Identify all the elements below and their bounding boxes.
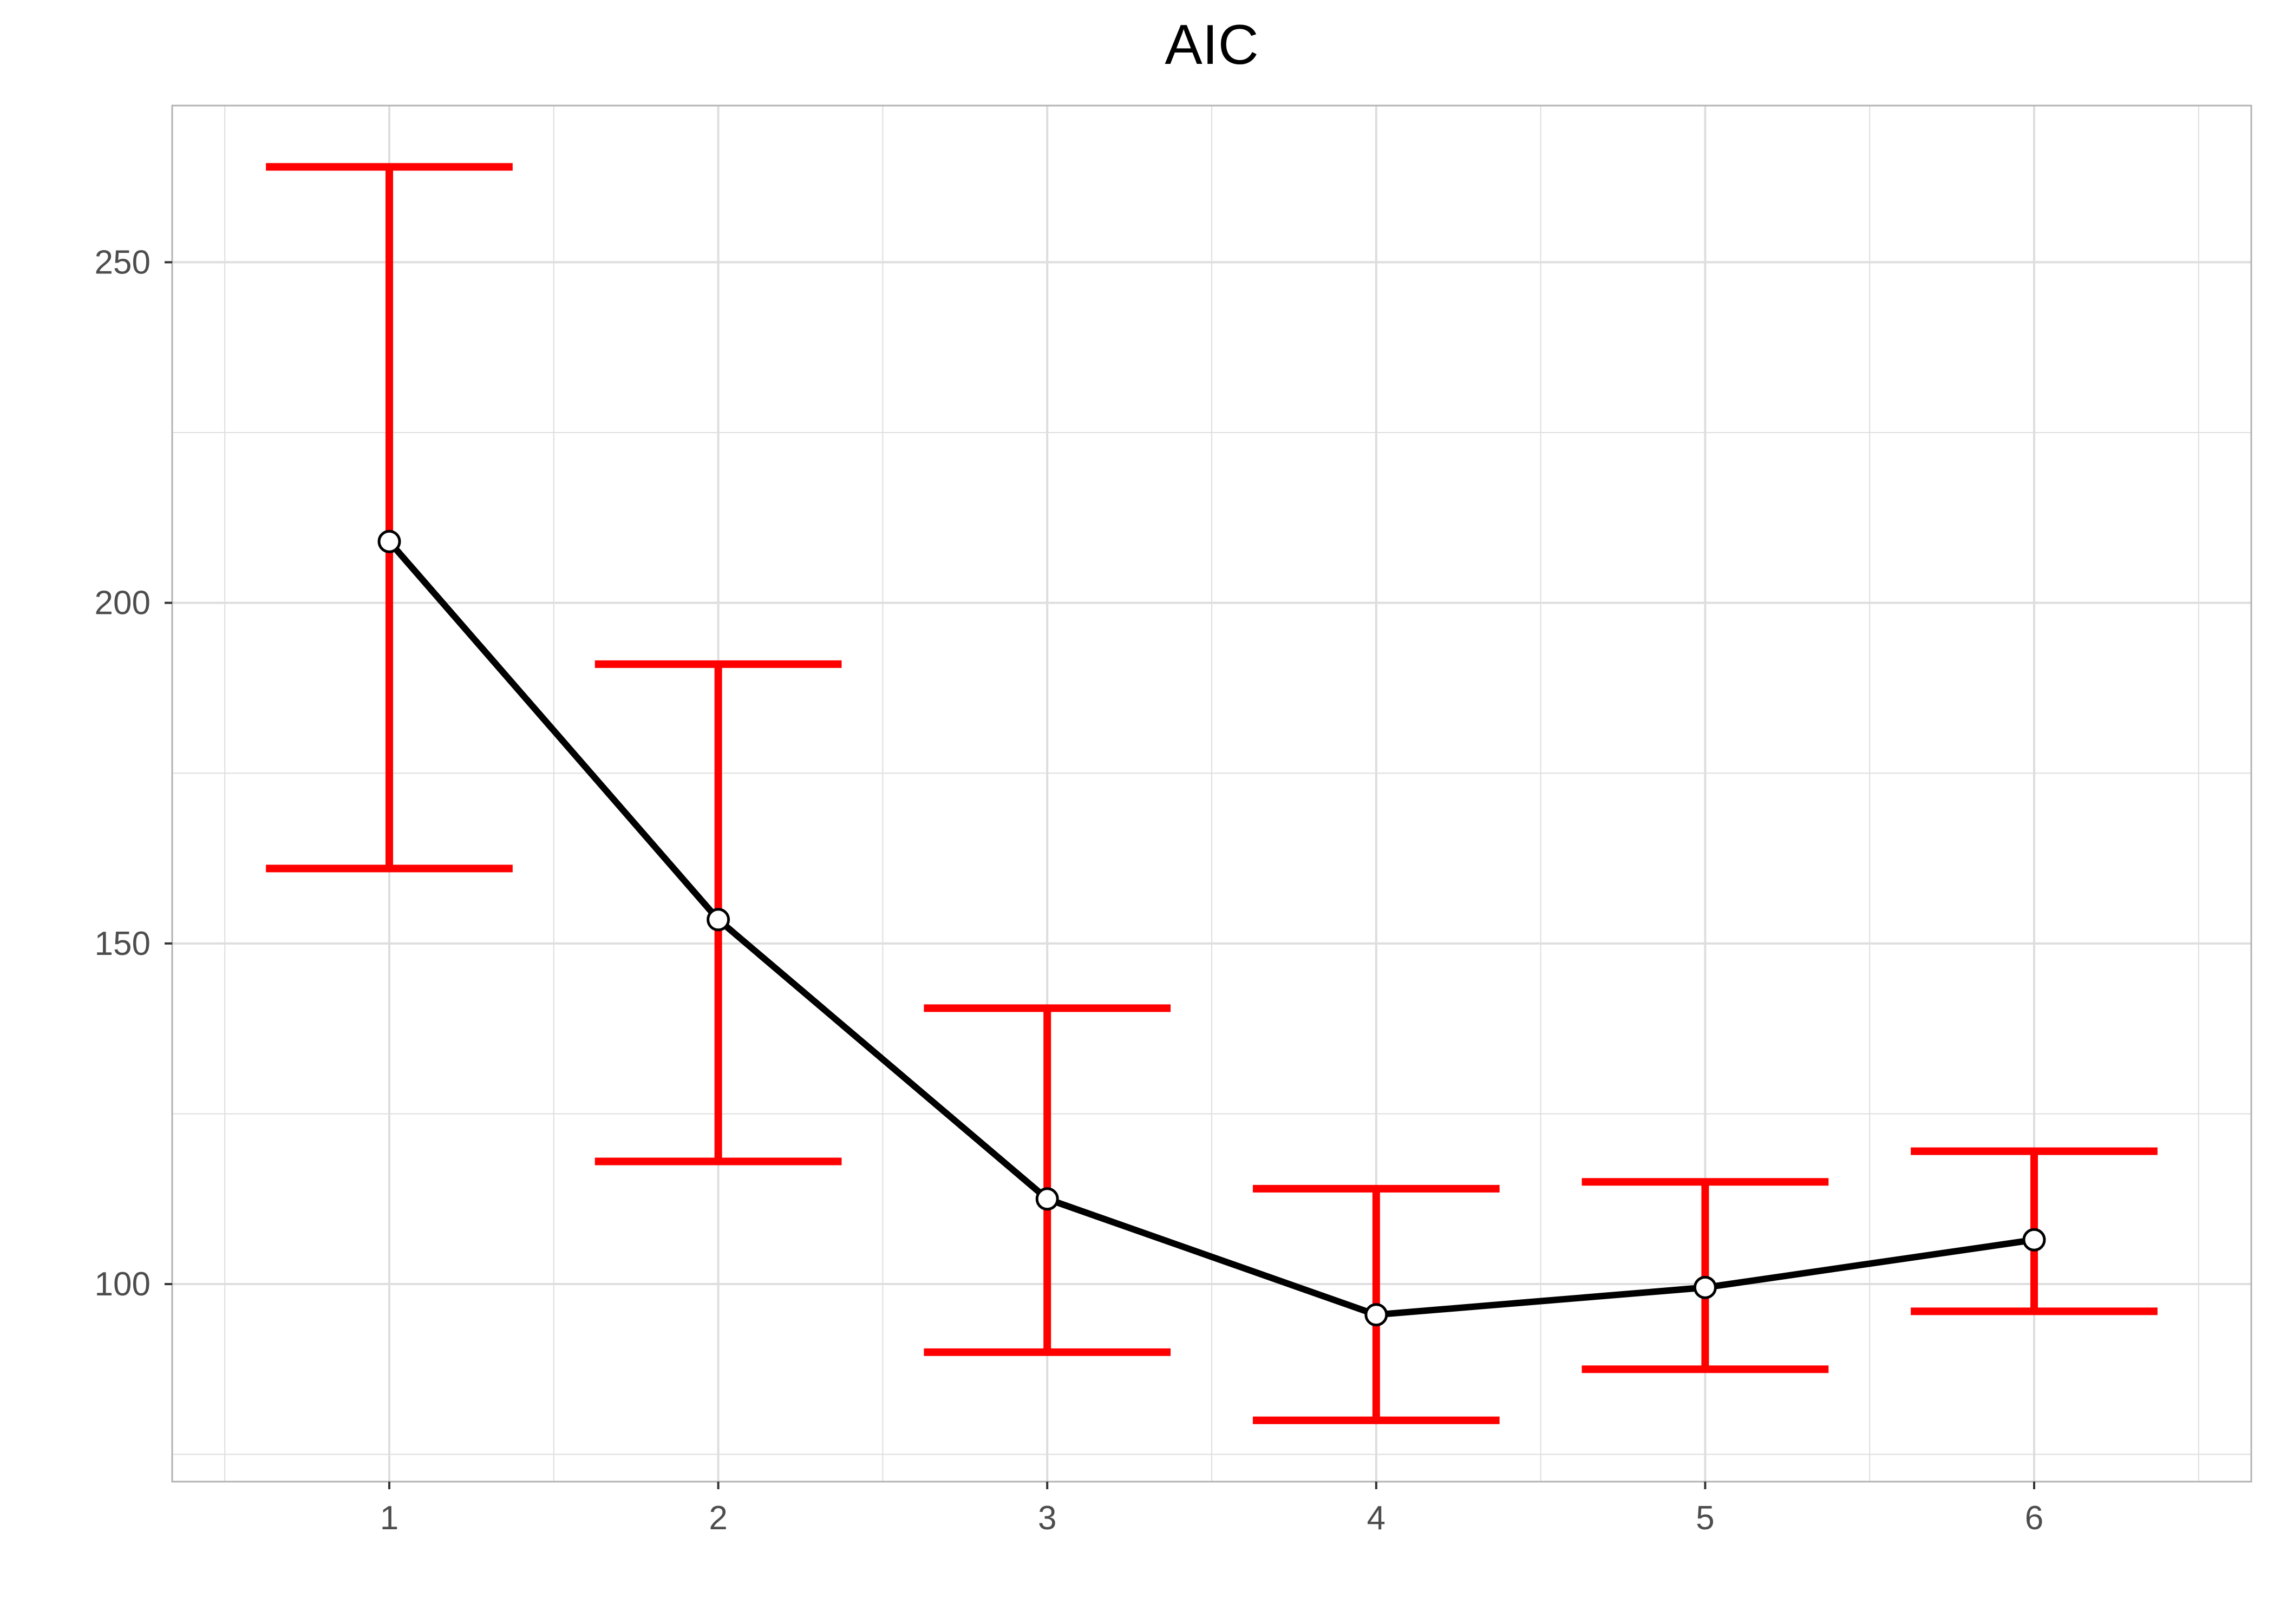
y-tick-label: 250 xyxy=(95,244,151,281)
panel-border xyxy=(171,104,2252,1483)
data-point xyxy=(2022,1228,2046,1252)
aic-series-line xyxy=(387,539,2035,1318)
data-point xyxy=(1035,1187,1059,1211)
data-point xyxy=(377,529,401,553)
x-tick-label: 1 xyxy=(380,1499,398,1537)
x-tick-label: 5 xyxy=(1696,1499,1714,1537)
axis-layer: 1 2 3 4 5 6 100 150 200 250 xyxy=(95,244,2044,1537)
data-point xyxy=(1693,1275,1717,1299)
x-tick-label: 3 xyxy=(1038,1499,1056,1537)
x-tick-label: 6 xyxy=(2025,1499,2043,1537)
x-tick-label: 2 xyxy=(709,1499,727,1537)
data-point xyxy=(1364,1303,1388,1327)
y-tick-label: 100 xyxy=(95,1266,151,1303)
y-tick-label: 200 xyxy=(95,585,151,622)
minor-grid-layer xyxy=(172,106,2251,1482)
x-tick-label: 4 xyxy=(1367,1499,1386,1537)
point-layer xyxy=(377,529,2046,1327)
y-tick-label: 150 xyxy=(95,925,151,962)
data-point xyxy=(707,908,730,932)
chart-title: AIC xyxy=(1165,14,1258,76)
